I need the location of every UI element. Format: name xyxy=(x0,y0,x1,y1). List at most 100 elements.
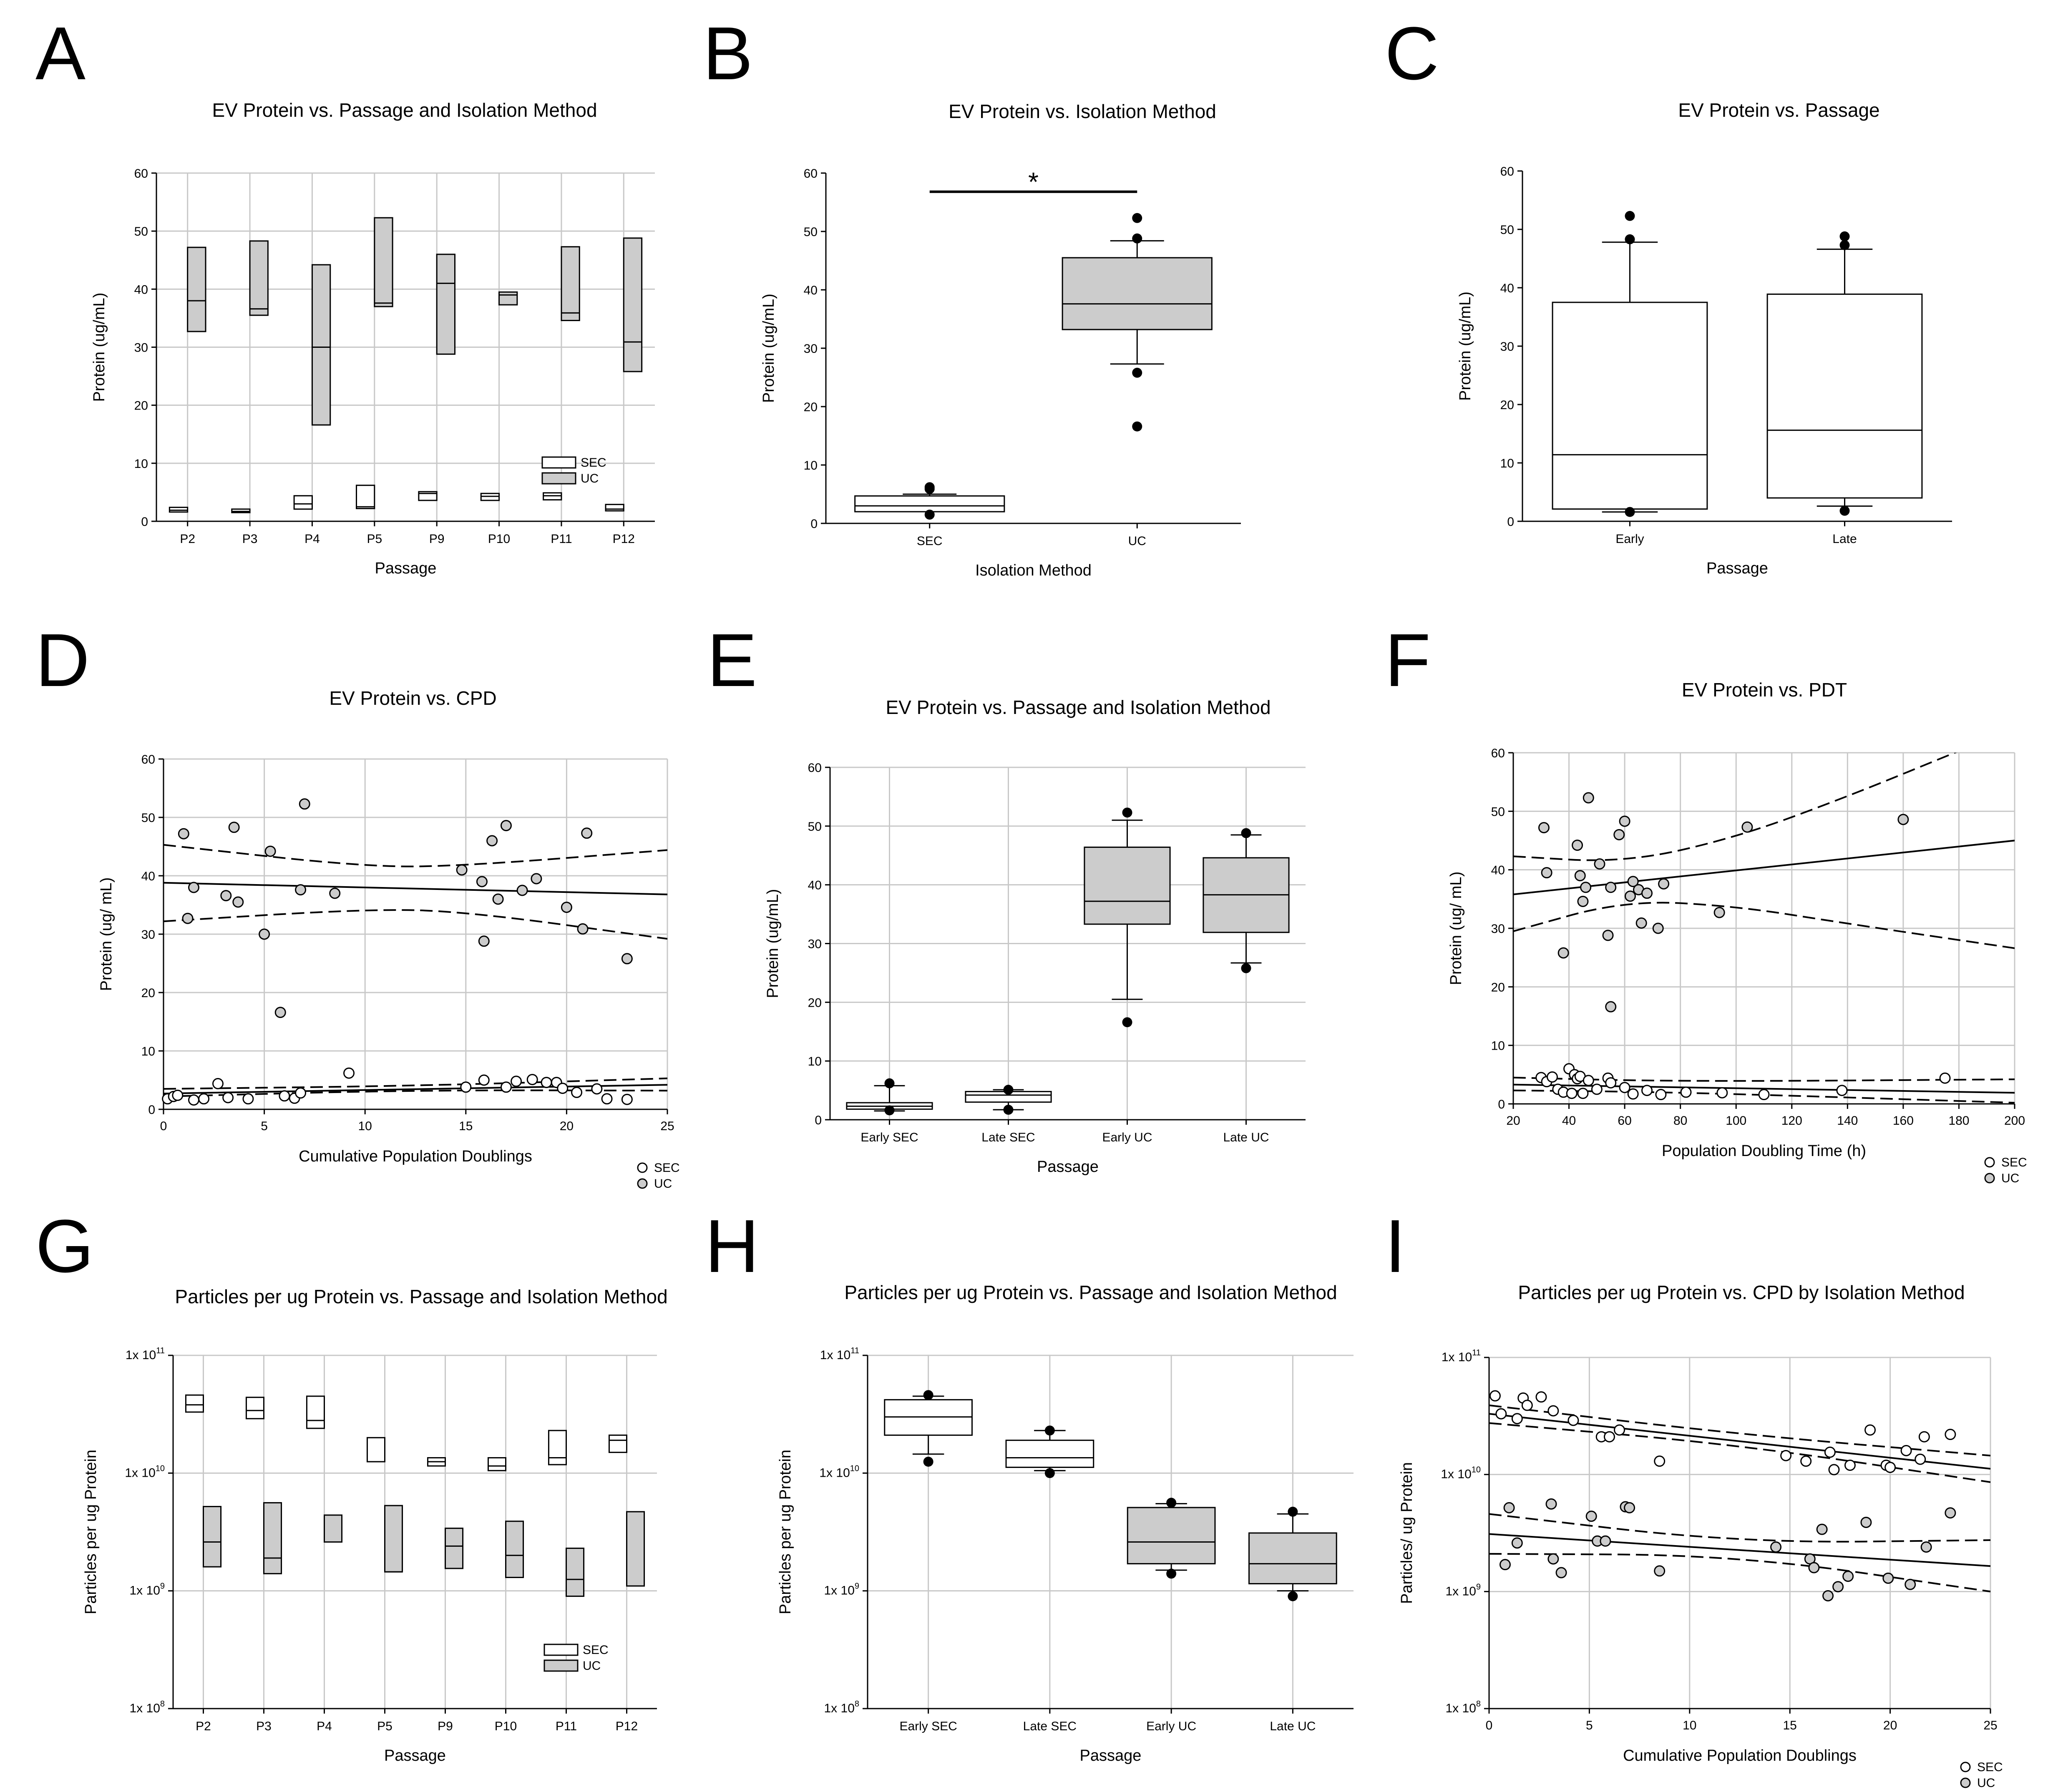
data-point-uc xyxy=(295,884,307,896)
y-tick-label: 1x 108 xyxy=(129,1699,165,1715)
data-point-sec xyxy=(1945,1429,1956,1440)
y-tick-label: 1x 1010 xyxy=(1441,1465,1481,1481)
data-point-uc xyxy=(1624,1502,1635,1513)
legend-marker-sec xyxy=(1960,1762,1971,1772)
data-point-sec xyxy=(1605,1077,1617,1088)
y-tick-label: 50 xyxy=(804,225,818,239)
y-axis-label: Particles/ ug Protein xyxy=(1398,1462,1416,1604)
data-point-sec xyxy=(1824,1446,1836,1458)
data-point-sec xyxy=(1535,1391,1547,1403)
data-point-uc xyxy=(1594,858,1605,870)
data-point-uc xyxy=(492,893,504,905)
data-point-uc xyxy=(1713,907,1725,918)
data-point-sec xyxy=(526,1074,538,1086)
legend-swatch-sec xyxy=(543,1644,579,1656)
data-point-sec xyxy=(621,1093,633,1105)
data-point-uc xyxy=(1945,1507,1956,1519)
x-tick-label: P11 xyxy=(551,532,572,546)
y-tick-label: 10 xyxy=(1500,457,1514,470)
y-tick-label: 50 xyxy=(808,820,822,834)
panel-title: EV Protein vs. Passage xyxy=(1678,99,1879,121)
y-tick-label: 20 xyxy=(808,996,822,1010)
x-axis-label: Passage xyxy=(1037,1158,1099,1176)
x-tick-label: P9 xyxy=(429,532,445,546)
data-point-sec xyxy=(1780,1450,1792,1461)
data-point-uc xyxy=(1920,1541,1932,1553)
x-tick-label: 10 xyxy=(1683,1719,1696,1732)
data-point-sec xyxy=(198,1093,210,1105)
box-uc xyxy=(374,217,393,307)
data-point-sec xyxy=(1828,1464,1840,1475)
data-point-sec xyxy=(1864,1424,1876,1436)
x-tick-label: P10 xyxy=(495,1719,517,1733)
y-tick-label: 10 xyxy=(1491,1039,1505,1053)
data-point-uc xyxy=(188,882,199,893)
y-tick-label: 10 xyxy=(804,459,818,473)
x-tick-label: 20 xyxy=(560,1119,574,1133)
legend-label-sec: SEC xyxy=(583,1643,609,1657)
data-point-sec xyxy=(1603,1431,1615,1443)
box-uc xyxy=(623,237,643,372)
x-tick-label: Late SEC xyxy=(1023,1719,1077,1733)
x-tick-label: 80 xyxy=(1673,1114,1687,1128)
y-tick-label: 20 xyxy=(804,400,818,414)
y-tick-exponent: 9 xyxy=(1476,1582,1481,1591)
outlier-point xyxy=(1625,507,1635,517)
data-point-sec xyxy=(242,1093,254,1105)
legend-label-uc: UC xyxy=(581,472,599,485)
y-tick-exponent: 10 xyxy=(1472,1465,1481,1475)
panel-title: Particles per ug Protein vs. Passage and… xyxy=(175,1286,667,1307)
y-axis-label: Protein (ug/mL) xyxy=(91,293,108,402)
data-point-sec xyxy=(172,1089,184,1101)
panel-title: EV Protein vs. PDT xyxy=(1682,679,1847,701)
x-tick-label: 5 xyxy=(1586,1719,1593,1732)
box-sec xyxy=(366,1437,386,1463)
legend-label-sec: SEC xyxy=(581,456,606,470)
outlier-point xyxy=(1122,1017,1132,1028)
y-tick-label: 60 xyxy=(134,167,148,181)
data-point-uc xyxy=(1822,1590,1834,1601)
data-point-uc xyxy=(228,822,240,833)
data-point-sec xyxy=(1680,1086,1692,1098)
confidence-band-uc xyxy=(1489,1553,1990,1593)
confidence-band-sec xyxy=(1489,1422,1990,1483)
x-tick-label: 160 xyxy=(1893,1114,1914,1128)
confidence-band-uc xyxy=(164,844,667,867)
y-axis-label: Particles per ug Protein xyxy=(82,1450,100,1614)
panel-a: A EV Protein vs. Passage and Isolation Me… xyxy=(35,12,655,577)
y-tick-label: 60 xyxy=(804,167,818,181)
x-tick-label: P5 xyxy=(367,532,382,546)
data-point-uc xyxy=(1503,1502,1515,1513)
outlier-point xyxy=(884,1105,895,1116)
data-point-uc xyxy=(1557,947,1569,959)
legend-swatch-uc xyxy=(541,472,576,485)
x-tick-label: 0 xyxy=(160,1119,167,1133)
box-uc xyxy=(324,1514,343,1543)
x-axis-label: Isolation Method xyxy=(975,562,1092,579)
y-tick-label: 40 xyxy=(808,879,822,892)
x-tick-label: 20 xyxy=(1883,1719,1897,1732)
panel-letter: D xyxy=(35,618,90,702)
regression-line-uc xyxy=(164,882,667,895)
box-early-uc xyxy=(1084,847,1171,925)
y-tick-exponent: 8 xyxy=(160,1699,165,1709)
x-tick-label: 40 xyxy=(1562,1114,1576,1128)
outlier-point xyxy=(1288,1591,1298,1601)
data-point-sec xyxy=(1521,1400,1533,1411)
data-point-uc xyxy=(182,912,194,924)
x-tick-label: 140 xyxy=(1837,1114,1858,1128)
data-point-uc xyxy=(516,885,528,896)
data-point-uc xyxy=(1583,792,1594,804)
panel-letter: I xyxy=(1385,1204,1406,1288)
x-tick-label: Late UC xyxy=(1223,1131,1269,1144)
x-tick-label: P5 xyxy=(377,1719,392,1733)
box-sec xyxy=(487,1457,506,1471)
data-point-uc xyxy=(486,835,498,847)
data-point-sec xyxy=(1583,1075,1594,1086)
data-point-uc xyxy=(1816,1523,1828,1535)
y-tick-base: 1x 10 xyxy=(126,1348,156,1362)
panel-title: EV Protein vs. Passage and Isolation Met… xyxy=(212,99,597,121)
y-tick-exponent: 11 xyxy=(156,1346,165,1355)
y-tick-label: 40 xyxy=(804,284,818,297)
x-tick-label: 25 xyxy=(660,1119,674,1133)
